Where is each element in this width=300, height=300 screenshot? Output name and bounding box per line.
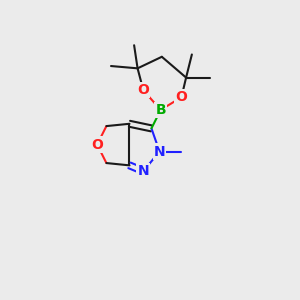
Text: B: B [155,103,166,117]
Text: O: O [91,138,103,152]
Text: O: O [137,83,149,97]
Text: N: N [137,164,149,178]
Text: N: N [154,145,165,158]
Text: O: O [176,90,188,104]
